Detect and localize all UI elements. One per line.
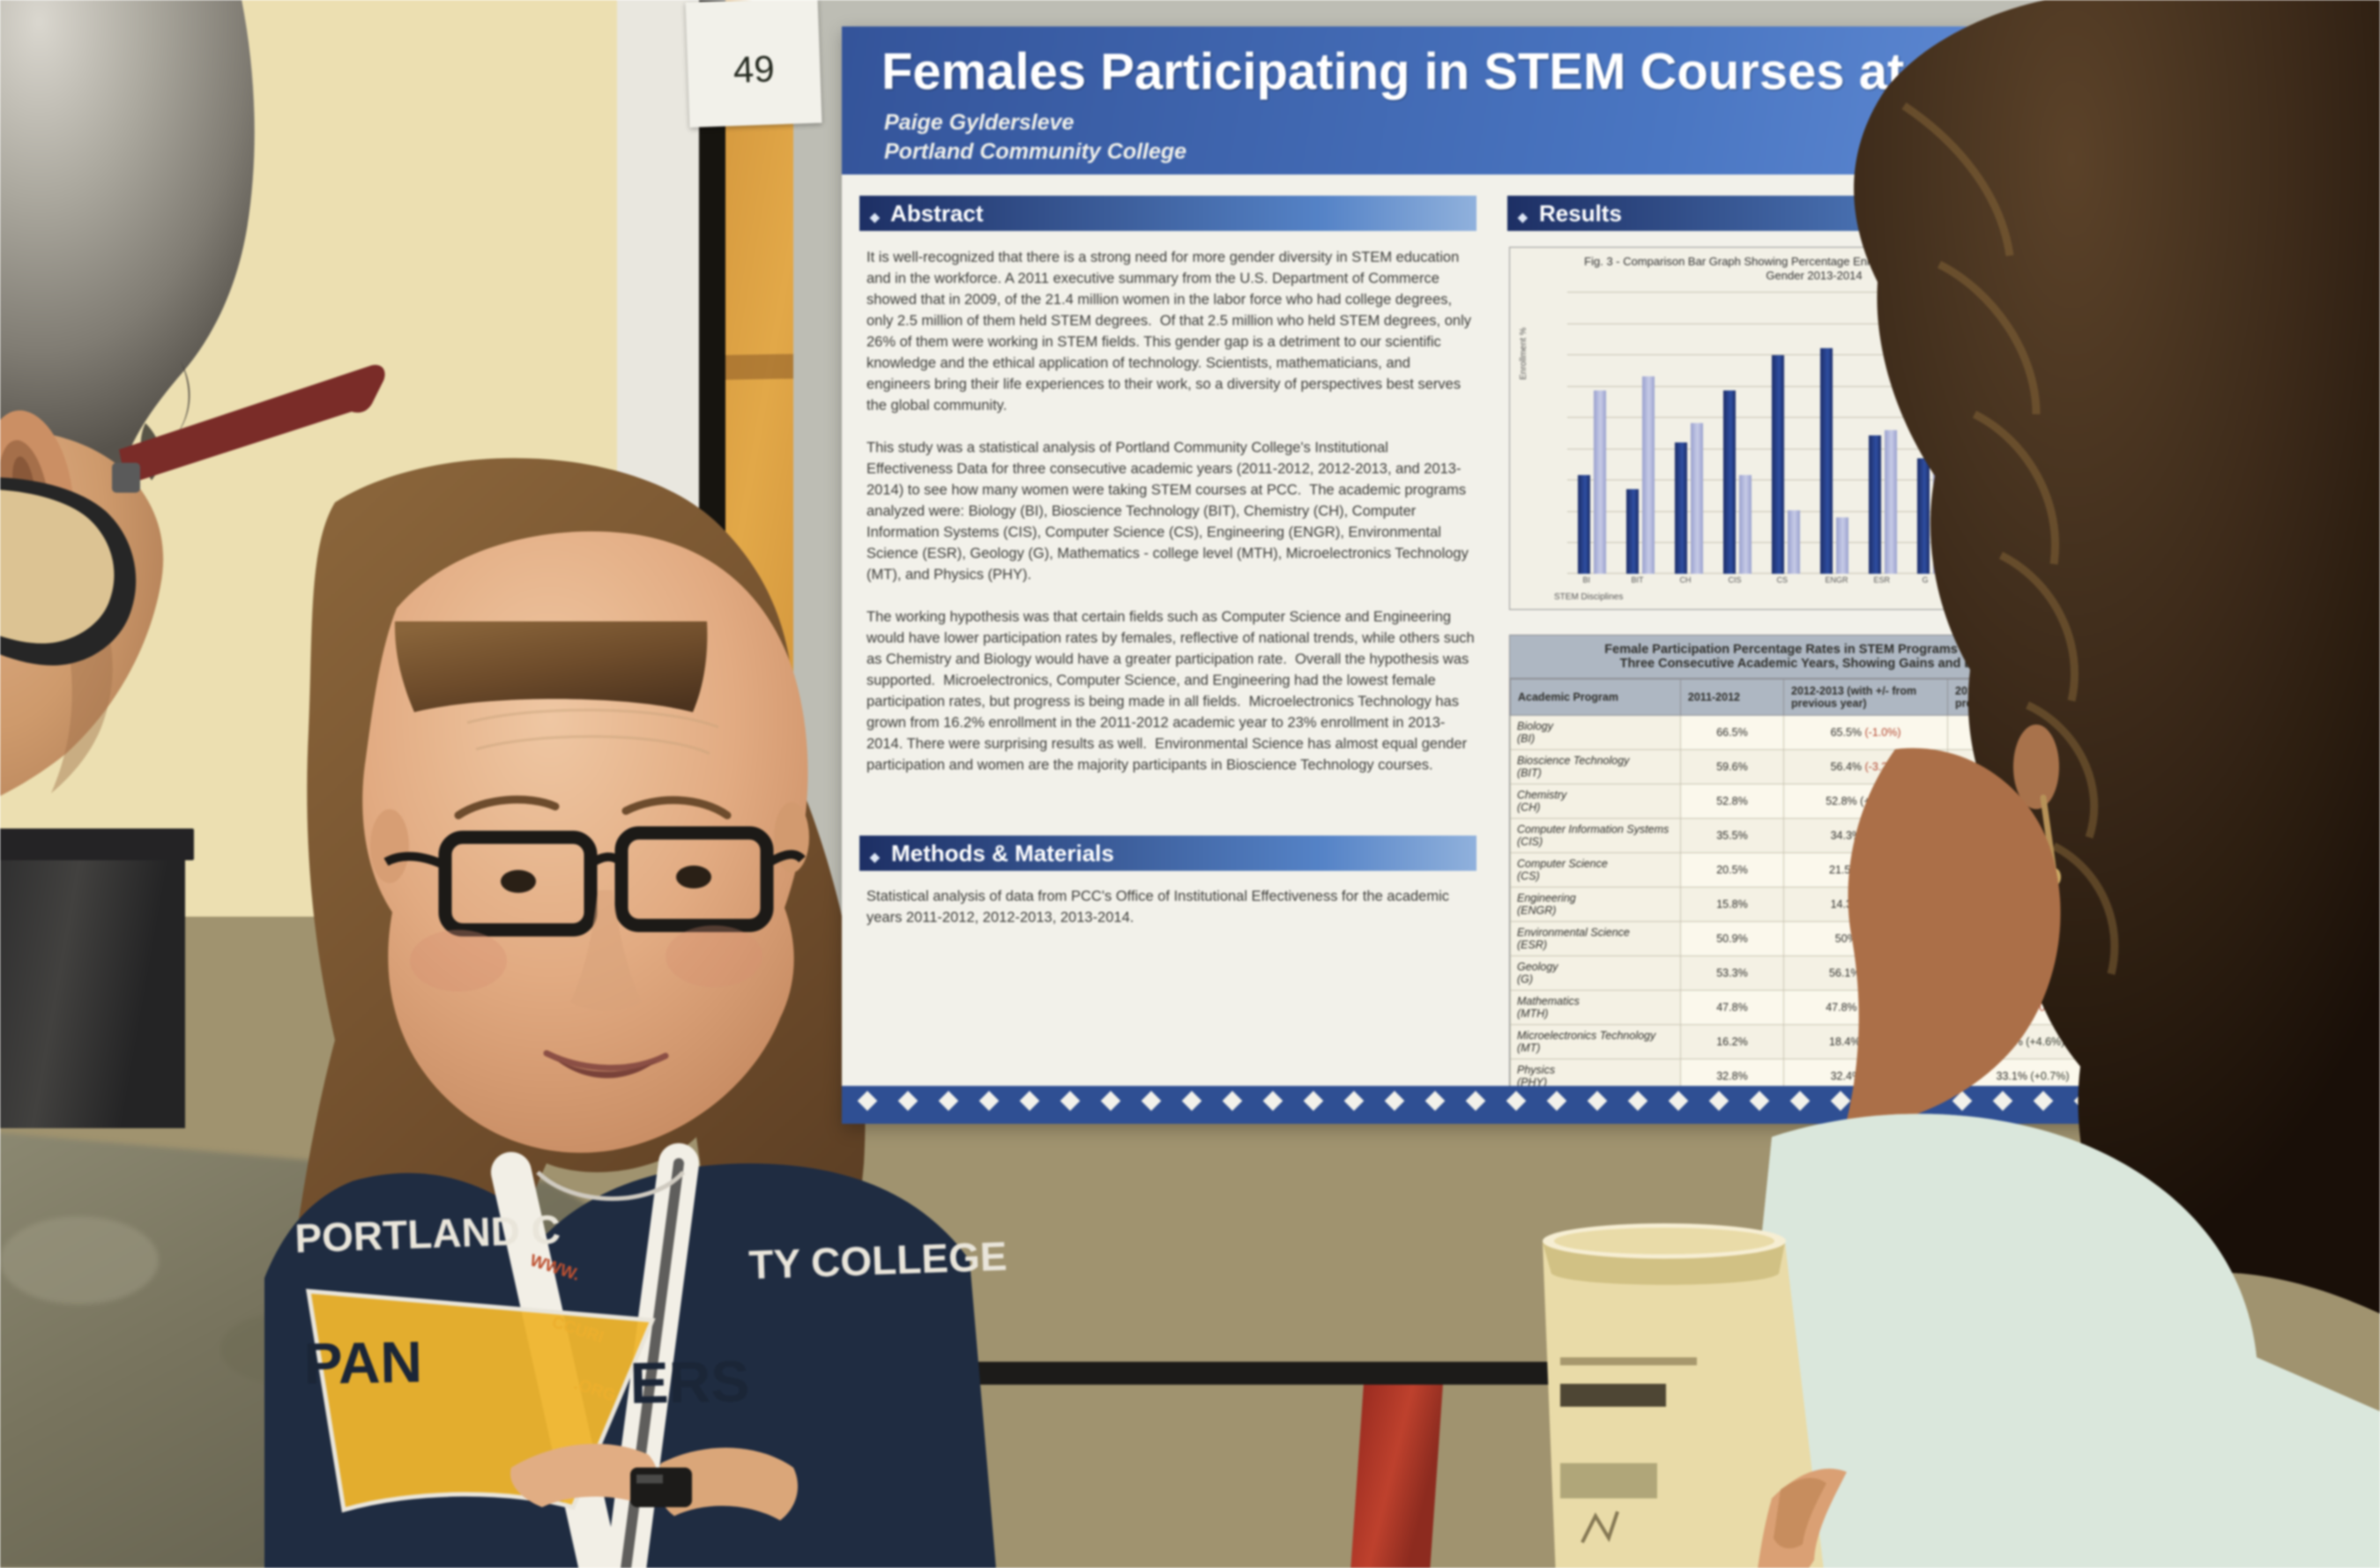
svg-text:TY COLLEGE: TY COLLEGE <box>748 1233 1008 1288</box>
svg-text:PAN: PAN <box>303 1329 423 1396</box>
svg-text:ERS: ERS <box>629 1349 750 1416</box>
svg-text:PORTLAND C: PORTLAND C <box>294 1207 562 1261</box>
